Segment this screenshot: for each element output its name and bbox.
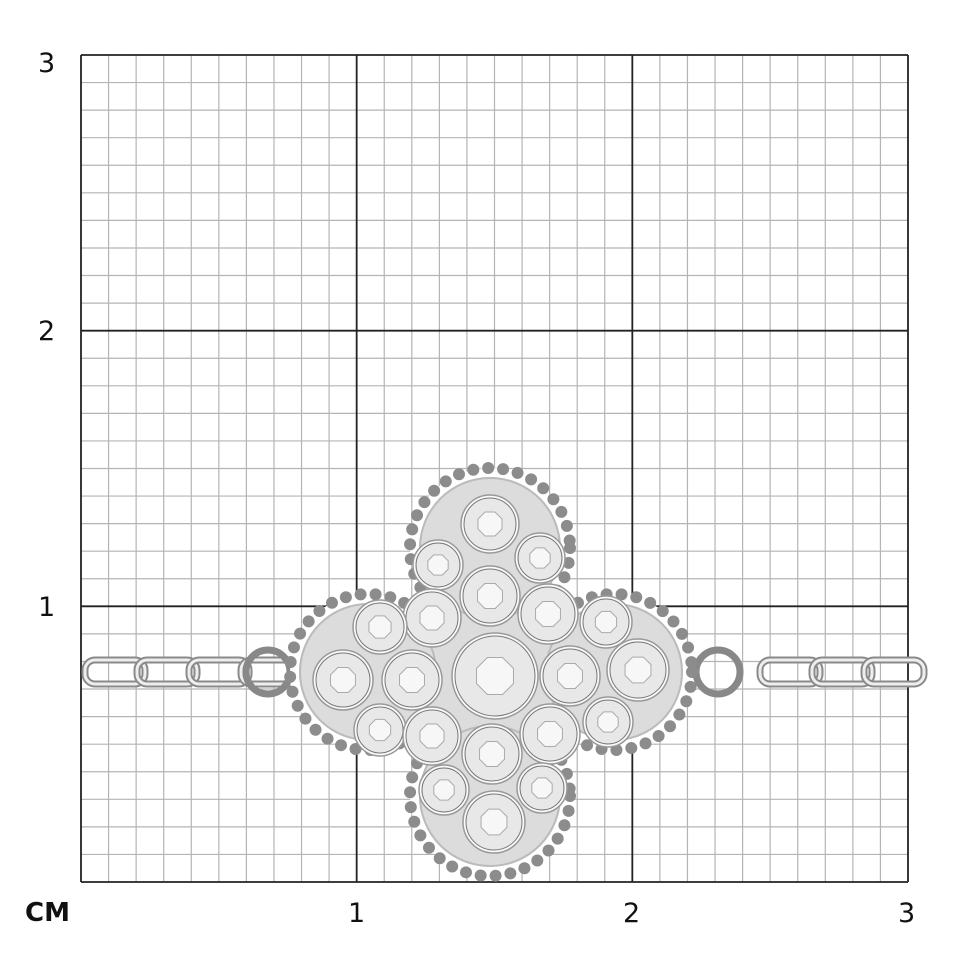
stone-facet [368, 718, 392, 742]
stone-facet [477, 583, 503, 609]
stone-facet [427, 554, 449, 576]
stone-facet [419, 605, 445, 631]
y-tick-label: 3 [38, 48, 56, 79]
stone-facet [479, 741, 505, 767]
x-tick-label: 2 [623, 898, 641, 929]
stone-facet [535, 601, 561, 627]
stone-facet [531, 777, 553, 799]
stone-facet [399, 667, 425, 693]
chain-link-highlight [83, 658, 147, 686]
chain-link-highlight [810, 658, 874, 686]
chain-link-highlight [135, 658, 199, 686]
stone-facet [433, 779, 455, 801]
clover-bracelet-image [81, 462, 928, 882]
y-tick-label: 2 [38, 316, 56, 347]
stone-facet [624, 656, 652, 684]
chain-link-highlight [862, 658, 926, 686]
stone-facet [480, 808, 508, 836]
stone-facet [476, 657, 514, 695]
chain-link-highlight [758, 658, 822, 686]
stone-facet [368, 615, 392, 639]
jump-ring [692, 646, 744, 698]
stone-facet [537, 721, 563, 747]
x-tick-label: 1 [348, 898, 366, 929]
stone-facet [594, 610, 618, 634]
stone-facet [557, 663, 583, 689]
x-tick-label: 3 [898, 898, 916, 929]
stone-facet [597, 711, 619, 733]
stone-facet [330, 667, 356, 693]
stone-facet [529, 547, 551, 569]
unit-label: CM [25, 898, 70, 928]
y-tick-label: 1 [38, 592, 56, 623]
stone-facet [477, 511, 503, 537]
stone-facet [419, 723, 445, 749]
